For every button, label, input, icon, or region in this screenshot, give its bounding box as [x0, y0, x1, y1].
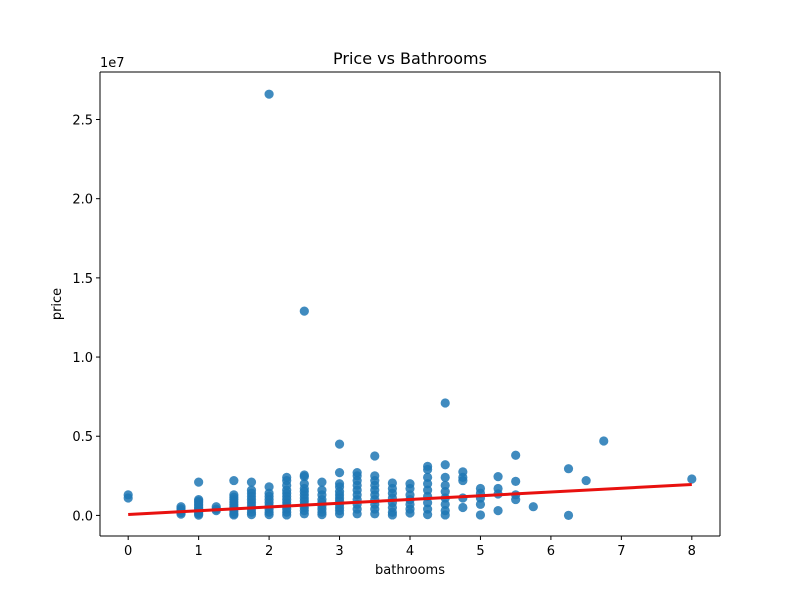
data-point	[458, 502, 468, 513]
data-point	[317, 477, 327, 487]
x-tick-label: 5	[476, 544, 484, 559]
data-point	[264, 510, 274, 520]
x-tick-label: 1	[194, 544, 202, 559]
x-tick-label: 4	[406, 544, 414, 559]
chart-title: Price vs Bathrooms	[333, 49, 487, 68]
x-tick-label: 6	[547, 544, 555, 559]
data-point	[334, 509, 345, 519]
data-point	[299, 509, 309, 519]
data-point	[387, 510, 397, 520]
data-point	[493, 506, 503, 516]
plot-area	[100, 72, 720, 536]
x-tick-label: 0	[124, 544, 132, 559]
data-point	[352, 509, 362, 519]
data-point	[599, 436, 609, 446]
data-point	[299, 306, 309, 316]
data-point	[493, 472, 503, 482]
data-point	[511, 450, 521, 460]
x-tick-label: 8	[688, 544, 696, 559]
data-point	[440, 398, 450, 408]
data-point	[405, 508, 415, 518]
data-point	[458, 475, 468, 486]
data-point	[264, 482, 274, 492]
data-point	[194, 510, 204, 520]
regression-line	[128, 483, 692, 516]
data-point	[334, 468, 345, 478]
y-tick-label: 2.0	[72, 193, 93, 208]
data-point	[511, 476, 521, 486]
data-point	[475, 510, 486, 520]
data-point	[405, 483, 415, 494]
data-point	[563, 510, 574, 521]
data-point	[475, 499, 486, 509]
points-layer	[123, 89, 697, 521]
y-tick-label: 0.5	[72, 430, 93, 445]
data-point	[423, 485, 433, 495]
data-point	[563, 464, 574, 474]
x-tick-label: 2	[265, 544, 273, 559]
data-point	[246, 477, 257, 487]
data-point	[370, 451, 380, 461]
data-point	[423, 472, 433, 483]
data-point	[423, 498, 433, 508]
y-tick-label: 2.5	[72, 114, 93, 129]
data-point	[194, 477, 204, 487]
y-tick-label: 1.5	[72, 272, 93, 287]
y-offset-label: 1e7	[100, 56, 125, 71]
y-axis-label: price	[50, 288, 65, 320]
data-point	[581, 475, 591, 486]
x-tick-label: 7	[617, 544, 625, 559]
data-point	[440, 472, 450, 483]
data-point	[440, 510, 450, 520]
data-point	[687, 474, 697, 484]
data-point	[528, 502, 538, 512]
y-axis: 0.0 0.5 1.0 1.5 2.0 2.5	[72, 114, 100, 524]
data-point	[423, 510, 433, 520]
data-point	[440, 499, 450, 509]
data-point	[229, 475, 239, 486]
x-tick-label: 3	[335, 544, 343, 559]
data-point	[440, 487, 450, 497]
data-point	[246, 510, 257, 520]
y-tick-label: 1.0	[72, 351, 93, 366]
data-point	[370, 509, 380, 519]
y-tick-label: 0.0	[72, 509, 93, 524]
data-point	[299, 472, 309, 482]
data-point	[423, 479, 433, 489]
x-axis-label: bathrooms	[375, 563, 445, 578]
data-point	[440, 460, 450, 470]
regression-layer	[128, 483, 692, 516]
data-point	[123, 493, 133, 503]
data-point	[229, 510, 239, 520]
data-point	[282, 510, 292, 520]
data-point	[334, 439, 345, 449]
data-point	[511, 494, 521, 505]
data-point	[423, 464, 433, 475]
data-point	[264, 89, 274, 99]
data-point	[440, 480, 450, 490]
x-axis: 0 1 2 3 4 5 6 7 8	[124, 536, 696, 559]
data-point	[317, 510, 327, 520]
